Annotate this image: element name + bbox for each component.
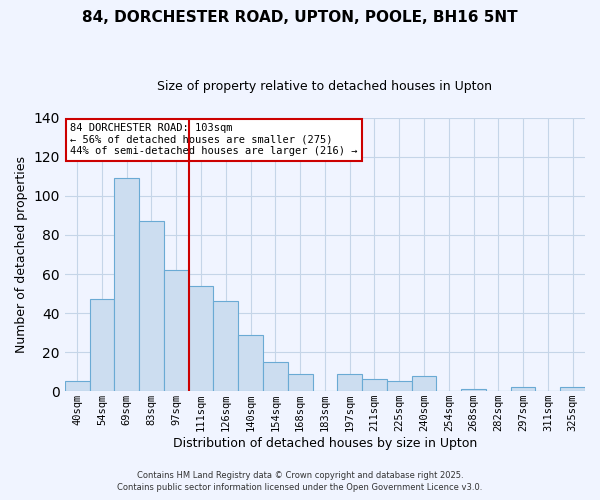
Text: 84, DORCHESTER ROAD, UPTON, POOLE, BH16 5NT: 84, DORCHESTER ROAD, UPTON, POOLE, BH16 … [82,10,518,25]
Title: Size of property relative to detached houses in Upton: Size of property relative to detached ho… [157,80,493,93]
Bar [164,270,188,391]
X-axis label: Distribution of detached houses by size in Upton: Distribution of detached houses by size … [173,437,477,450]
Bar [337,374,362,391]
Bar [115,178,139,391]
Bar [461,389,486,391]
Bar [89,300,115,391]
Bar [65,382,89,391]
Text: 84 DORCHESTER ROAD: 103sqm
← 56% of detached houses are smaller (275)
44% of sem: 84 DORCHESTER ROAD: 103sqm ← 56% of deta… [70,123,358,156]
Bar [511,388,535,391]
Bar [238,334,263,391]
Y-axis label: Number of detached properties: Number of detached properties [15,156,28,353]
Bar [263,362,288,391]
Bar [387,382,412,391]
Bar [362,380,387,391]
Bar [214,302,238,391]
Bar [188,286,214,391]
Bar [139,222,164,391]
Bar [412,376,436,391]
Text: Contains HM Land Registry data © Crown copyright and database right 2025.
Contai: Contains HM Land Registry data © Crown c… [118,471,482,492]
Bar [288,374,313,391]
Bar [560,388,585,391]
